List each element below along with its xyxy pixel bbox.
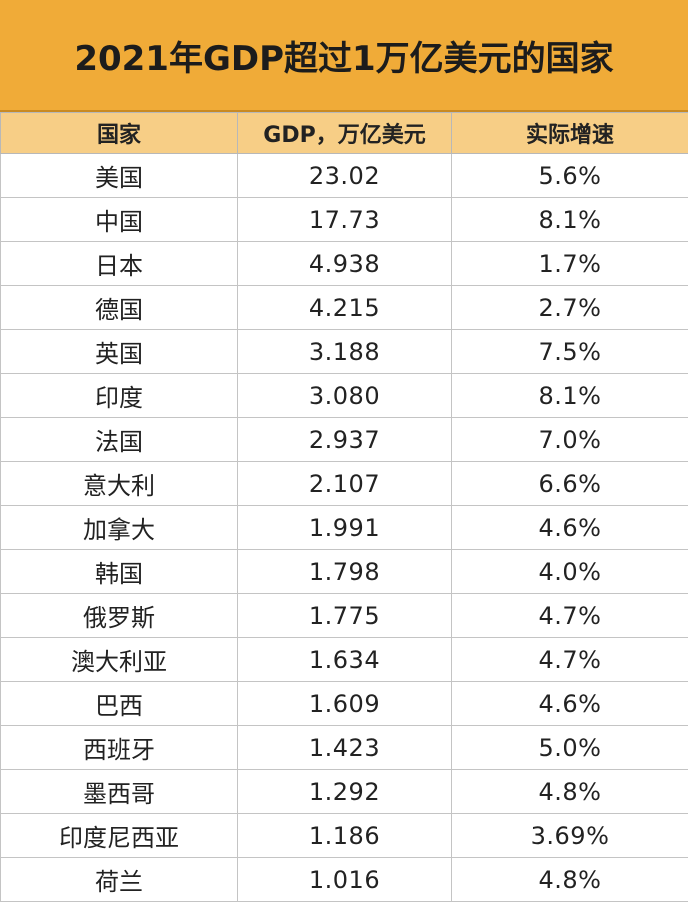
country-cell: 韩国: [1, 550, 238, 594]
country-cell: 日本: [1, 242, 238, 286]
growth-cell: 1.7%: [452, 242, 688, 286]
gdp-cell: 3.188: [238, 330, 452, 374]
gdp-cell: 17.73: [238, 198, 452, 242]
country-cell: 意大利: [1, 462, 238, 506]
growth-cell: 4.7%: [452, 594, 688, 638]
country-cell: 德国: [1, 286, 238, 330]
country-cell: 法国: [1, 418, 238, 462]
column-header-gdp: GDP，万亿美元: [238, 113, 452, 154]
country-cell: 中国: [1, 198, 238, 242]
gdp-cell: 1.634: [238, 638, 452, 682]
growth-cell: 2.7%: [452, 286, 688, 330]
gdp-cell: 1.991: [238, 506, 452, 550]
growth-cell: 4.7%: [452, 638, 688, 682]
country-cell: 西班牙: [1, 726, 238, 770]
column-header-growth: 实际增速: [452, 113, 688, 154]
growth-cell: 4.8%: [452, 858, 688, 902]
gdp-cell: 1.423: [238, 726, 452, 770]
gdp-cell: 1.292: [238, 770, 452, 814]
growth-cell: 7.0%: [452, 418, 688, 462]
country-cell: 加拿大: [1, 506, 238, 550]
gdp-cell: 1.609: [238, 682, 452, 726]
title-banner: 2021年GDP超过1万亿美元的国家: [0, 0, 688, 112]
country-cell: 英国: [1, 330, 238, 374]
country-cell: 俄罗斯: [1, 594, 238, 638]
gdp-cell: 23.02: [238, 154, 452, 198]
gdp-cell: 2.937: [238, 418, 452, 462]
growth-cell: 8.1%: [452, 374, 688, 418]
country-cell: 巴西: [1, 682, 238, 726]
country-cell: 印度尼西亚: [1, 814, 238, 858]
growth-cell: 4.8%: [452, 770, 688, 814]
country-cell: 澳大利亚: [1, 638, 238, 682]
growth-cell: 8.1%: [452, 198, 688, 242]
growth-cell: 4.6%: [452, 682, 688, 726]
growth-cell: 5.0%: [452, 726, 688, 770]
gdp-cell: 1.016: [238, 858, 452, 902]
gdp-cell: 1.186: [238, 814, 452, 858]
country-cell: 美国: [1, 154, 238, 198]
country-cell: 印度: [1, 374, 238, 418]
gdp-cell: 1.775: [238, 594, 452, 638]
country-cell: 荷兰: [1, 858, 238, 902]
growth-cell: 5.6%: [452, 154, 688, 198]
header-row: 国家 GDP，万亿美元 实际增速: [1, 113, 688, 154]
gdp-cell: 4.215: [238, 286, 452, 330]
growth-cell: 4.0%: [452, 550, 688, 594]
gdp-cell: 2.107: [238, 462, 452, 506]
gdp-cell: 3.080: [238, 374, 452, 418]
gdp-cell: 1.798: [238, 550, 452, 594]
growth-cell: 3.69%: [452, 814, 688, 858]
growth-cell: 6.6%: [452, 462, 688, 506]
country-cell: 墨西哥: [1, 770, 238, 814]
column-header-country: 国家: [1, 113, 238, 154]
table-header: 国家 GDP，万亿美元 实际增速: [1, 113, 688, 154]
gdp-cell: 4.938: [238, 242, 452, 286]
growth-cell: 4.6%: [452, 506, 688, 550]
growth-cell: 7.5%: [452, 330, 688, 374]
table-title: 2021年GDP超过1万亿美元的国家: [74, 31, 613, 80]
